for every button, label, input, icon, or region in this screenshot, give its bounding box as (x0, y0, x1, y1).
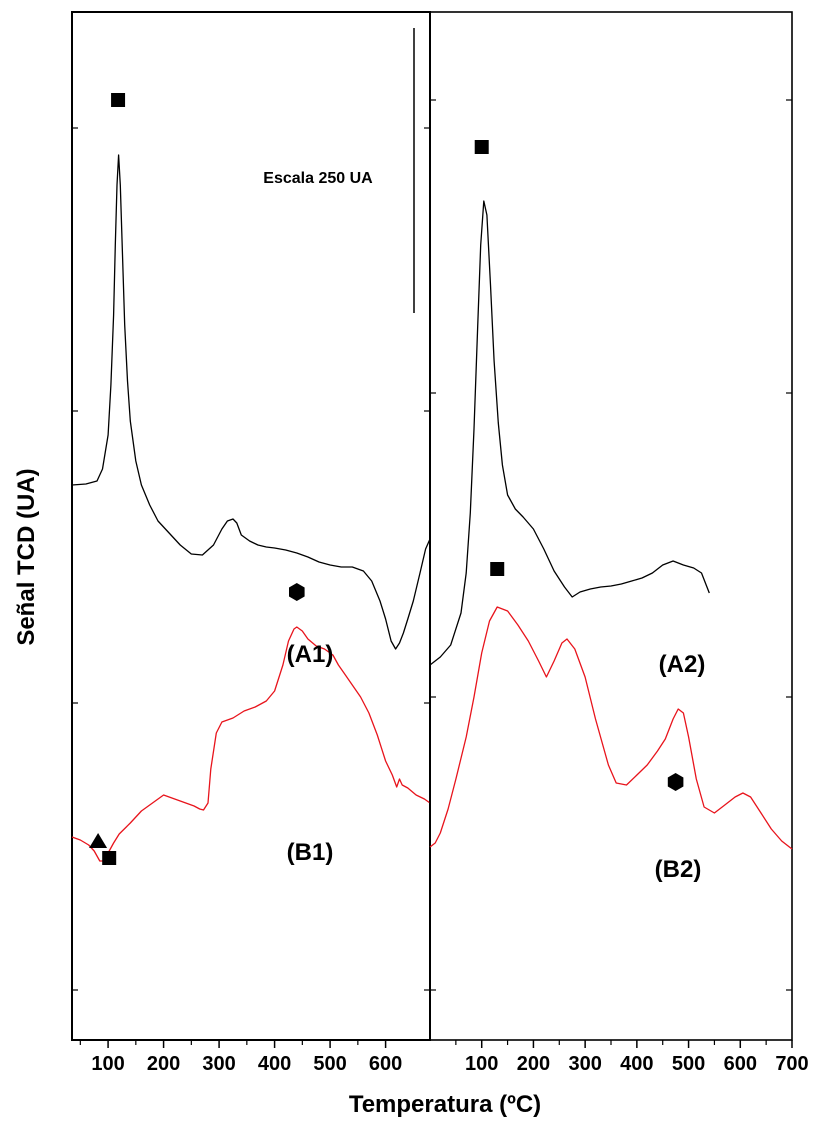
panel-frame (71, 11, 431, 1041)
curve-label: (A1) (287, 641, 334, 668)
scale-bar-label: Escala 250 UA (263, 170, 373, 187)
x-tick-label: 300 (202, 1053, 235, 1075)
panel-frame (429, 11, 793, 1041)
series-line-b1 (71, 626, 431, 862)
curve-label: (B1) (287, 839, 334, 866)
x-tick-label: 700 (775, 1053, 808, 1075)
hexagon-marker (289, 583, 305, 601)
curve-label: (A2) (659, 651, 706, 678)
panel-2: 100 200 300 400 500 600 700 (A2) (B2) (429, 11, 809, 1075)
x-axis-title: Temperatura (ºC) (349, 1091, 541, 1118)
series-line-a1 (71, 154, 431, 650)
hexagon-marker (667, 773, 684, 791)
curve-label: (B2) (655, 856, 702, 883)
x-tick-label: 600 (724, 1053, 757, 1075)
triangle-marker (89, 833, 108, 848)
x-tick-label: 100 (465, 1053, 498, 1075)
x-tick-label: 600 (369, 1053, 402, 1075)
x-tick-label: 200 (147, 1053, 180, 1075)
square-marker (111, 93, 126, 107)
square-marker (474, 140, 489, 154)
y-axis-title: Señal TCD (UA) (13, 468, 40, 645)
plot-panels: 100 200 300 400 500 600(A1)(B1)Escala 250 UA1… (71, 11, 809, 1075)
x-tick-label: 400 (258, 1053, 291, 1075)
series-line-b2 (429, 606, 793, 850)
x-tick-label: 500 (672, 1053, 705, 1075)
x-tick-label: 300 (568, 1053, 601, 1075)
series-line-a2 (429, 200, 710, 666)
square-marker (490, 562, 505, 576)
x-tick-label: 100 (91, 1053, 124, 1075)
panel-1: 100 200 300 400 500 600 (A1) (B1) Escala 250 UA (71, 11, 431, 1075)
x-tick-label: 500 (313, 1053, 346, 1075)
square-marker (102, 851, 117, 865)
x-tick-label: 400 (620, 1053, 653, 1075)
x-tick-label: 200 (517, 1053, 550, 1075)
